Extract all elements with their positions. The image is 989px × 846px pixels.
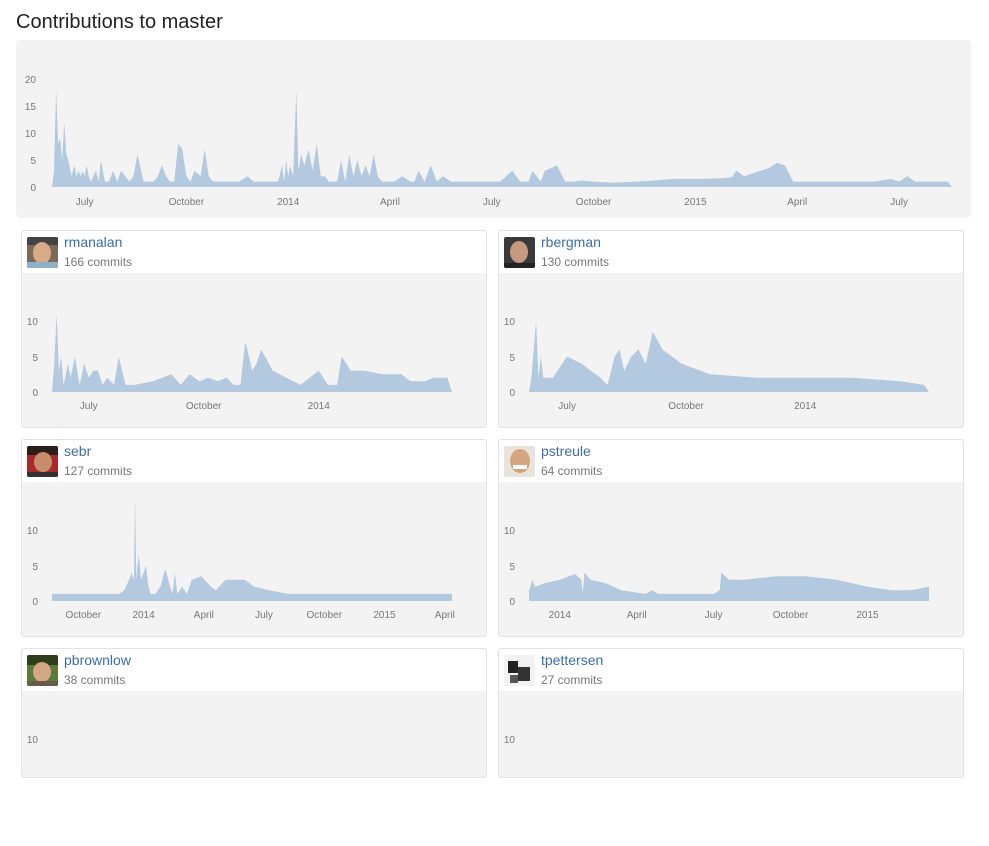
x-tick-label: October xyxy=(773,610,809,621)
avatar[interactable] xyxy=(27,446,58,477)
y-tick-label: 10 xyxy=(27,526,39,537)
x-tick-label: April xyxy=(380,197,400,208)
y-tick-label: 0 xyxy=(30,183,36,194)
avatar[interactable] xyxy=(504,655,535,686)
contributor-name-link[interactable]: pstreule xyxy=(541,443,591,459)
commit-count: 130 commits xyxy=(541,255,610,269)
contributor-name-link[interactable]: tpettersen xyxy=(541,652,604,668)
overall-contributions-chart: 0 5 10 15 20 July October 2014 April July October 2… xyxy=(16,40,971,218)
avatar[interactable] xyxy=(504,237,535,268)
y-tick-label: 5 xyxy=(509,353,515,364)
contributor-card: rbergman 130 commits 0 5 10 July October 2014 xyxy=(498,230,964,428)
x-tick-label: 2014 xyxy=(794,401,817,412)
contribution-area xyxy=(529,572,929,601)
commit-count: 64 commits xyxy=(541,464,603,478)
x-tick-label: 2014 xyxy=(549,610,572,621)
contributor-card: sebr 127 commits 0 5 10 October 2014 April Jul… xyxy=(21,439,487,637)
x-tick-label: July xyxy=(558,401,576,412)
y-tick-label: 0 xyxy=(32,388,38,399)
y-tick-label: 5 xyxy=(32,353,38,364)
y-tick-label: 10 xyxy=(504,317,516,328)
contributor-name-link[interactable]: rmanalan xyxy=(64,234,123,250)
overall-chart-svg: 0 5 10 15 20 July October 2014 April July October 2… xyxy=(25,75,952,208)
y-tick-label: 10 xyxy=(504,735,516,746)
y-tick-label: 5 xyxy=(30,156,36,167)
commit-count: 166 commits xyxy=(64,255,133,269)
x-tick-label: 2014 xyxy=(308,401,331,412)
contributor-card: pbrownlow 38 commits 10 xyxy=(21,648,487,778)
contributor-chart-pstreule: 0 5 10 2014 April July October 2015 xyxy=(504,526,929,621)
x-tick-label: April xyxy=(787,197,807,208)
contribution-area xyxy=(52,498,452,601)
x-tick-label: July xyxy=(80,401,98,412)
y-tick-label: 10 xyxy=(27,735,39,746)
contributor-name-link[interactable]: rbergman xyxy=(541,234,601,250)
contribution-area xyxy=(529,321,929,392)
commit-count: 38 commits xyxy=(64,673,126,687)
commit-count: 27 commits xyxy=(541,673,603,687)
contributor-card: rmanalan 166 commits 0 5 10 July October 2014 xyxy=(21,230,487,428)
x-tick-label: April xyxy=(435,610,455,621)
contribution-area xyxy=(52,313,452,392)
x-tick-label: October xyxy=(307,610,343,621)
x-tick-label: July xyxy=(705,610,723,621)
x-tick-label: October xyxy=(169,197,205,208)
x-tick-label: 2015 xyxy=(373,610,396,621)
avatar[interactable] xyxy=(27,237,58,268)
x-tick-label: 2014 xyxy=(277,197,300,208)
x-tick-label: April xyxy=(194,610,214,621)
x-tick-label: July xyxy=(483,197,501,208)
x-tick-label: July xyxy=(890,197,908,208)
contributor-chart-sebr: 0 5 10 October 2014 April July October 2015 April xyxy=(27,498,455,621)
contributor-name-link[interactable]: pbrownlow xyxy=(64,652,131,668)
contributor-card: tpettersen 27 commits 10 xyxy=(498,648,964,778)
commit-count: 127 commits xyxy=(64,464,133,478)
page-title: Contributions to master xyxy=(16,11,223,33)
y-tick-label: 15 xyxy=(25,102,37,113)
contributor-chart-pbrownlow: 10 xyxy=(27,735,39,746)
y-tick-label: 20 xyxy=(25,75,37,86)
x-tick-label: July xyxy=(255,610,273,621)
x-tick-label: April xyxy=(627,610,647,621)
x-tick-label: October xyxy=(186,401,222,412)
contribution-area xyxy=(52,89,952,187)
x-tick-label: October xyxy=(668,401,704,412)
y-tick-label: 0 xyxy=(32,597,38,608)
avatar[interactable] xyxy=(27,655,58,686)
x-tick-label: 2015 xyxy=(684,197,707,208)
y-tick-label: 10 xyxy=(25,129,37,140)
y-tick-label: 0 xyxy=(509,597,515,608)
x-tick-label: October xyxy=(66,610,102,621)
y-tick-label: 10 xyxy=(27,317,39,328)
x-tick-label: 2015 xyxy=(856,610,879,621)
avatar[interactable] xyxy=(504,446,535,477)
y-tick-label: 5 xyxy=(509,562,515,573)
y-tick-label: 0 xyxy=(509,388,515,399)
contributor-chart-rbergman: 0 5 10 July October 2014 xyxy=(504,317,929,412)
contributor-name-link[interactable]: sebr xyxy=(64,443,92,459)
contributor-chart-tpettersen: 10 xyxy=(504,735,516,746)
y-tick-label: 10 xyxy=(504,526,516,537)
contributor-card: pstreule 64 commits 0 5 10 2014 April July Oct… xyxy=(498,439,964,637)
contributor-chart-rmanalan: 0 5 10 July October 2014 xyxy=(27,313,452,412)
x-tick-label: 2014 xyxy=(132,610,155,621)
x-tick-label: October xyxy=(576,197,612,208)
x-tick-label: July xyxy=(76,197,94,208)
y-tick-label: 5 xyxy=(32,562,38,573)
